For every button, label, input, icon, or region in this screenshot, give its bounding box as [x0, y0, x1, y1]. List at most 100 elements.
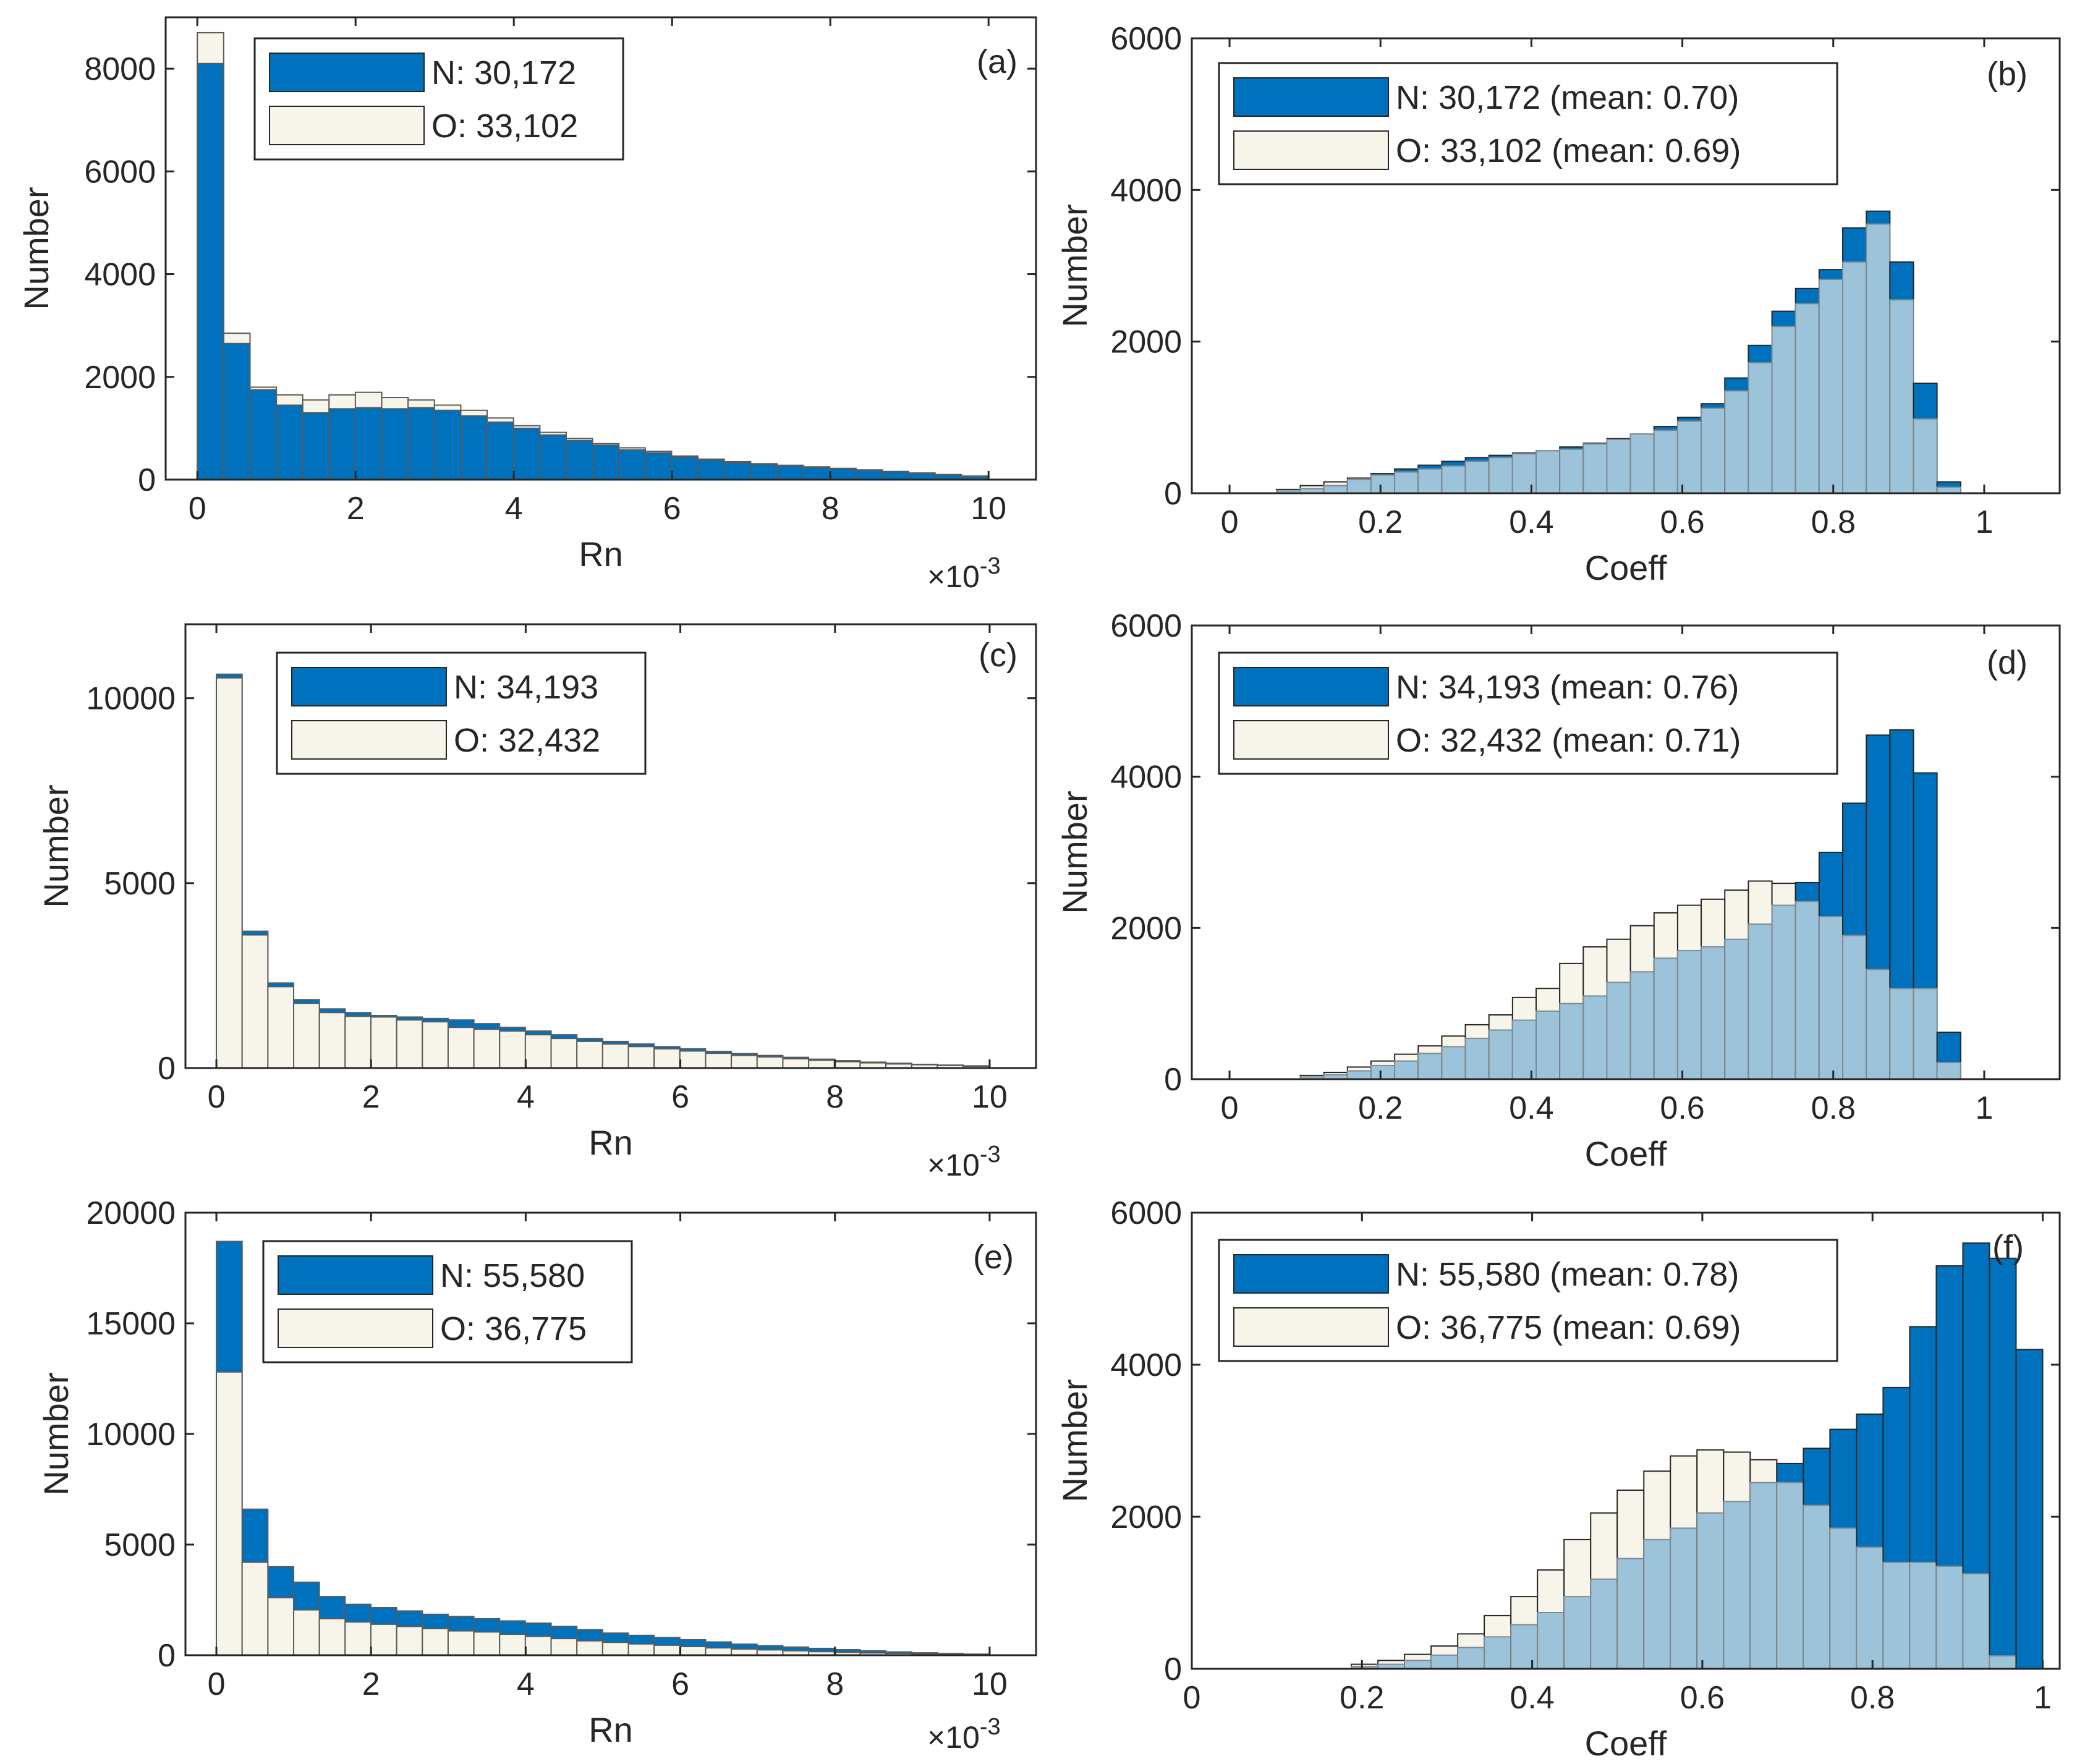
bar-overlap: [1629, 971, 1655, 1080]
bar-overlap: [1803, 1504, 1831, 1670]
bar-N: [2015, 1349, 2044, 1669]
bar-overlap: [1723, 1501, 1751, 1669]
legend-label-N: N: 30,172 (mean: 0.70): [1396, 79, 1739, 116]
legend-label-O: O: 32,432 (mean: 0.71): [1396, 722, 1741, 759]
x-exponent-base: ×10: [927, 1720, 980, 1755]
bar-N: [750, 464, 778, 480]
bar-overlap: [1724, 938, 1749, 1080]
bar-O: [293, 1609, 320, 1656]
bar-overlap: [1748, 362, 1773, 494]
legend: N: 55,580 (mean: 0.78) O: 36,775 (mean: 0…: [1218, 1239, 1838, 1362]
y-tick-label: 10000: [86, 681, 176, 717]
y-tick-label: 0: [1164, 1062, 1182, 1098]
bar-O: [705, 1053, 733, 1069]
panel-tag: (d): [1987, 644, 2028, 681]
bar-O: [344, 1621, 372, 1656]
panel-d: 0 0.2 0.4 0.6 0.8 1 0 2000 4000 6000 Coeff Number (d…: [1055, 608, 2061, 1173]
bar-O: [705, 1647, 733, 1656]
bar-overlap: [1676, 420, 1702, 494]
legend-swatch-N: [1233, 77, 1389, 117]
x-tick-label: 0.8: [1811, 1090, 1856, 1126]
y-axis-label: Number: [1055, 1379, 1094, 1502]
x-tick-label: 0: [1221, 504, 1239, 540]
bar-N: [223, 342, 251, 480]
bar-overlap: [1535, 1010, 1561, 1080]
bar-O: [318, 1012, 346, 1069]
x-tick-label: 0.4: [1510, 1680, 1554, 1716]
bar-N: [433, 409, 462, 480]
bar-overlap: [1323, 485, 1348, 494]
y-tick-label: 5000: [104, 1527, 176, 1563]
bar-N: [512, 427, 541, 481]
y-tick-label: 6000: [1110, 21, 1182, 57]
bar-O: [524, 1635, 552, 1656]
bar-O: [473, 1631, 501, 1656]
bar-overlap: [1346, 1070, 1372, 1080]
legend-label-N: N: 55,580: [440, 1257, 585, 1294]
legend: N: 34,193 O: 32,432: [276, 651, 647, 775]
x-tick-label: 0.8: [1850, 1680, 1895, 1716]
bar-N: [381, 408, 409, 480]
bar-overlap: [1559, 1003, 1584, 1080]
panel-tag: (b): [1987, 56, 2028, 93]
bar-overlap: [1370, 474, 1396, 494]
x-tick-label: 0.2: [1340, 1680, 1384, 1716]
bar-overlap: [1653, 430, 1678, 494]
bar-N: [354, 407, 383, 481]
legend-swatch-N: [1233, 1254, 1389, 1294]
legend-label-O: O: 36,775: [440, 1310, 587, 1347]
bar-overlap: [1989, 1655, 2017, 1670]
bar-O: [267, 1597, 295, 1656]
bar-overlap: [1748, 923, 1773, 1080]
axes-frame: [1191, 37, 2061, 494]
x-exponent-power: -3: [980, 1142, 1001, 1168]
bar-overlap: [1670, 1527, 1698, 1669]
bar-overlap: [1936, 1062, 1961, 1080]
x-tick-label: 4: [517, 1079, 535, 1115]
bar-overlap: [1829, 1527, 1858, 1669]
bar-O: [808, 1059, 835, 1069]
x-tick-label: 0.2: [1358, 1090, 1403, 1126]
legend-label-N: N: 30,172: [431, 54, 576, 91]
bar-N: [723, 462, 752, 480]
x-tick-label: 8: [822, 491, 839, 527]
bar-N: [302, 412, 330, 481]
bar-O: [422, 1021, 449, 1069]
x-tick-label: 0.8: [1811, 504, 1856, 540]
legend-label-O: O: 32,432: [454, 722, 600, 759]
bar-O: [241, 1561, 269, 1656]
panel-b: 0 0.2 0.4 0.6 0.8 1 0 2000 4000 6000 Coeff Number (b…: [1055, 21, 2061, 587]
y-tick-label: 10000: [86, 1417, 176, 1452]
y-axis-label: Number: [1055, 791, 1094, 914]
x-axis-label: Coeff: [1585, 548, 1667, 587]
y-tick-label: 4000: [1110, 760, 1182, 795]
x-tick-label: 0.2: [1358, 504, 1403, 540]
x-exponent-label: ×10-3: [927, 553, 1001, 594]
bar-N: [539, 434, 567, 481]
x-tick-label: 6: [671, 1666, 689, 1702]
bars: [1299, 729, 1961, 1080]
y-tick-label: 8000: [84, 51, 156, 87]
x-exponent-base: ×10: [927, 1148, 980, 1182]
x-tick-label: 2: [347, 491, 365, 527]
bar-overlap: [1866, 969, 1891, 1080]
legend-swatch-N: [269, 53, 425, 92]
x-tick-label: 8: [826, 1666, 844, 1702]
bar-O: [782, 1058, 810, 1069]
bar-O: [653, 1644, 681, 1656]
y-axis-label: Number: [36, 1372, 75, 1495]
legend-swatch-O: [1233, 720, 1389, 760]
legend-swatch-N: [278, 1255, 433, 1295]
bar-overlap: [1457, 1647, 1485, 1670]
bar-O: [679, 1050, 707, 1069]
bar-N: [776, 465, 804, 480]
bar-N: [802, 467, 831, 481]
panel-tag: (f): [1992, 1229, 2024, 1266]
x-tick-label: 4: [517, 1666, 535, 1702]
y-tick-label: 0: [158, 1051, 176, 1087]
legend: N: 30,172 O: 33,102: [253, 37, 624, 161]
legend-label-O: O: 36,775 (mean: 0.69): [1396, 1309, 1741, 1346]
bar-O: [447, 1027, 475, 1069]
x-tick-label: 0.4: [1509, 1090, 1553, 1126]
